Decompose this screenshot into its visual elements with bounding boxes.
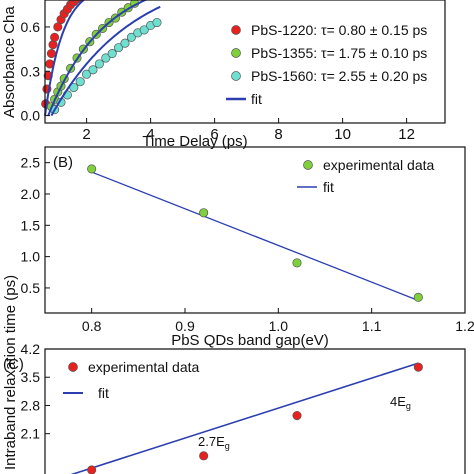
annotation-subscript: g (225, 441, 230, 451)
legend-marker (231, 71, 241, 81)
y-tick-label: 2.1 (21, 426, 41, 442)
panel-a: 2 4 6 8 10 12 0.0 0.3 0.6 Time Delay (ps) Absorban… (1, 0, 446, 150)
data-point-cyan (120, 38, 130, 48)
data-point-red (50, 32, 60, 42)
panel-b: 0.8 0.9 1.0 1.1 1.2 0.5 1.0 1.5 2.0 2.5 (B) PbS QDs… (2, 146, 474, 470)
y-tick-label: 1.5 (21, 217, 41, 233)
y-axis-label: Absorbance Cha (1, 6, 18, 118)
data-point (199, 451, 209, 461)
y-tick-label: 0.3 (21, 63, 41, 79)
legend-label: experimental data (88, 359, 200, 375)
y-tick-label: 0.6 (21, 19, 41, 35)
panel-c: 2.1 2.8 3.5 4.2(C) experimental data fit 2.7Eg… (3, 341, 466, 474)
annotation-subscript: g (406, 401, 411, 411)
legend-marker (68, 362, 78, 372)
legend-label: PbS-1560: τ= 2.55 ± 0.20 ps (251, 68, 427, 84)
x-axis-label: PbS QDs band gap(eV) (171, 332, 329, 349)
y-tick-label: 2.8 (21, 397, 41, 413)
panel-label: (B) (53, 154, 73, 171)
x-tick-label: 0.9 (175, 318, 195, 334)
data-point-cyan (126, 32, 136, 42)
data-point (87, 164, 97, 174)
legend-marker (231, 48, 241, 58)
legend-marker (231, 25, 241, 35)
data-point (413, 292, 423, 302)
panel-label: (C) (3, 356, 24, 373)
data-point (292, 258, 302, 268)
y-axis-label: Intraband relaxation time (ps) (2, 275, 19, 470)
legend-label: experimental data (323, 157, 435, 173)
x-tick-label: 8 (274, 126, 282, 143)
legend-marker (303, 160, 313, 170)
x-tick-label: 1.0 (269, 318, 289, 334)
data-point-cyan (75, 77, 85, 87)
fit-line (91, 171, 419, 302)
data-point-cyan (139, 25, 149, 35)
x-tick-label: 0.8 (82, 318, 102, 334)
fit-curve (44, 0, 86, 116)
x-tick-label: 2 (82, 126, 90, 143)
y-tick-label: 0.5 (21, 280, 41, 296)
y-tick-label: 1.0 (21, 249, 41, 265)
x-tick-label: 4 (146, 126, 154, 143)
fit-curve (47, 0, 148, 116)
data-point-cyan (88, 65, 98, 75)
data-point (199, 208, 209, 218)
legend-label: fit (98, 385, 109, 401)
annotation-label: 4Eg (390, 394, 411, 411)
fit-line (70, 362, 419, 474)
legend-label: PbS-1220: τ= 0.80 ± 0.15 ps (251, 22, 427, 38)
x-tick-label: 1.2 (455, 318, 474, 334)
fit-curve (50, 5, 161, 117)
legend-label: fit (323, 179, 334, 195)
annotation-label: 2.7Eg (198, 434, 230, 451)
data-point-cyan (114, 43, 124, 53)
data-point-cyan (82, 69, 92, 79)
data-point (413, 362, 423, 372)
y-tick-label: 3.5 (21, 369, 41, 385)
plot-frame (44, 146, 466, 314)
data-point-cyan (101, 53, 111, 63)
x-tick-label: 6 (210, 126, 218, 143)
plot-frame (44, 0, 446, 124)
y-tick-label: 0.0 (21, 108, 41, 124)
x-tick-label: 12 (398, 126, 415, 143)
legend-label: fit (251, 91, 262, 107)
data-point-cyan (152, 17, 162, 28)
legend-label: PbS-1355: τ= 1.75 ± 0.10 ps (251, 45, 427, 61)
y-tick-label: 2.0 (21, 186, 41, 202)
data-point-red (48, 40, 58, 50)
data-point-cyan (107, 48, 117, 59)
data-point-cyan (94, 59, 104, 69)
x-tick-label: 10 (334, 126, 351, 143)
y-tick-label: 4.2 (21, 341, 41, 357)
data-point-red (46, 48, 56, 59)
x-tick-label: 1.1 (362, 318, 382, 334)
plot-frame (44, 348, 466, 474)
x-axis-label: Time Delay (ps) (142, 133, 247, 150)
data-point (292, 410, 302, 421)
data-point (87, 465, 97, 474)
y-tick-label: 2.5 (21, 155, 41, 171)
